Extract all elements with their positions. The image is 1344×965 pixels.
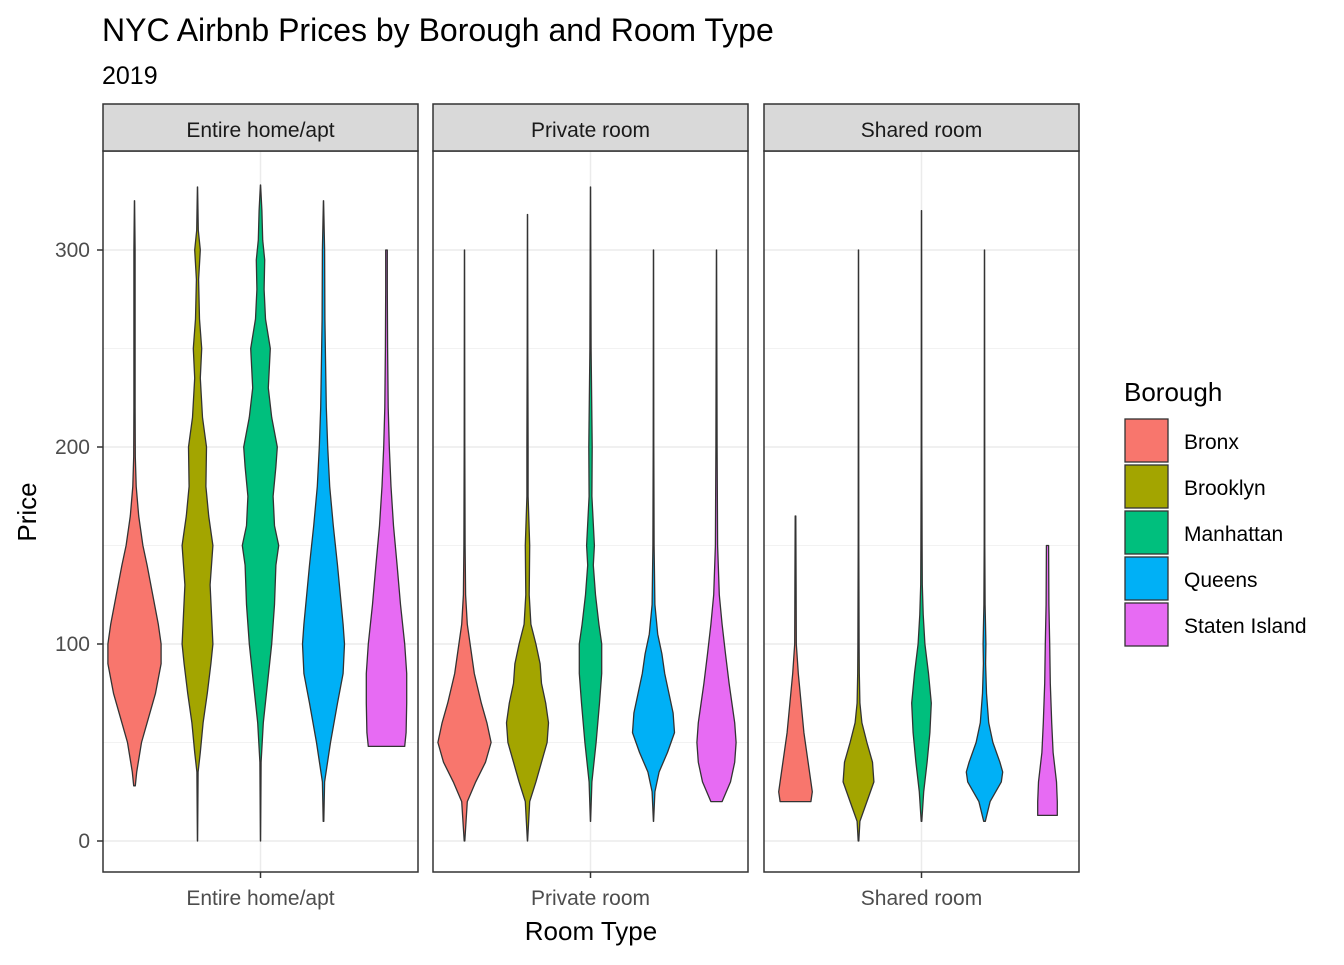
legend-label: Staten Island — [1184, 615, 1307, 638]
violin-bronx — [107, 200, 162, 787]
legend-label: Brooklyn — [1184, 477, 1266, 500]
violin-brooklyn — [842, 249, 875, 842]
facet-panels: Entire home/apt Entire home/apt Private ro… — [102, 103, 1080, 910]
y-tick-label: 0 — [78, 830, 90, 853]
x-tick-label: Entire home/apt — [186, 887, 334, 910]
facet-panel: Private room Private room — [432, 103, 749, 910]
violin-queens — [301, 200, 346, 822]
facet-strip — [102, 103, 419, 152]
facet-strip-label: Entire home/apt — [186, 119, 334, 142]
legend-key — [1124, 510, 1169, 555]
legend-key — [1124, 418, 1169, 463]
violin-manhattan — [578, 186, 603, 822]
x-axis-title: Room Type — [525, 916, 657, 946]
facet-panel: Shared room Shared room — [763, 103, 1080, 910]
violin-staten-island — [365, 249, 408, 748]
violin-staten-island — [1037, 544, 1058, 817]
facet-panel: Entire home/apt Entire home/apt — [102, 103, 419, 910]
violin-manhattan — [241, 184, 280, 842]
y-axis-title: Price — [12, 482, 42, 541]
y-axis: 0 100 200 300 — [55, 239, 103, 853]
legend-key — [1124, 602, 1169, 647]
legend-label: Manhattan — [1184, 523, 1283, 546]
x-tick-label: Shared room — [861, 887, 982, 910]
legend-label: Bronx — [1184, 431, 1239, 454]
legend-key — [1124, 464, 1169, 509]
violin-bronx — [778, 515, 813, 803]
y-tick-label: 300 — [55, 239, 90, 262]
chart-title: NYC Airbnb Prices by Borough and Room Ty… — [102, 12, 774, 48]
violin-staten-island — [696, 249, 737, 803]
legend-key — [1124, 556, 1169, 601]
facet-strip-label: Shared room — [861, 119, 982, 142]
legend-title: Borough — [1124, 377, 1222, 407]
x-tick-label: Private room — [531, 887, 650, 910]
violin-brooklyn — [505, 213, 550, 842]
facet-strip — [432, 103, 749, 152]
y-tick-label: 100 — [55, 633, 90, 656]
violin-bronx — [437, 249, 492, 842]
violin-queens — [965, 249, 1004, 822]
violin-brooklyn — [181, 186, 214, 842]
legend-label: Queens — [1184, 569, 1258, 592]
violin-manhattan — [911, 209, 932, 822]
y-tick-label: 200 — [55, 436, 90, 459]
facet-strip-label: Private room — [531, 119, 650, 142]
violin-queens — [631, 249, 676, 822]
chart-subtitle: 2019 — [102, 62, 158, 90]
legend: Borough Bronx Brooklyn Manhattan Queens Stat… — [1124, 377, 1307, 647]
facet-strip — [763, 103, 1080, 152]
